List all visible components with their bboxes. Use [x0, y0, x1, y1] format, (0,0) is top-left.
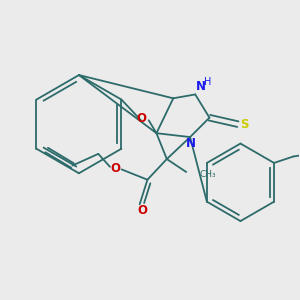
Text: H: H — [205, 76, 212, 86]
Text: O: O — [137, 204, 147, 217]
Text: O: O — [110, 162, 120, 175]
Text: CH₃: CH₃ — [199, 170, 216, 179]
Text: O: O — [136, 112, 146, 125]
Text: N: N — [186, 137, 197, 150]
Text: S: S — [240, 118, 249, 131]
Text: N: N — [195, 80, 206, 93]
